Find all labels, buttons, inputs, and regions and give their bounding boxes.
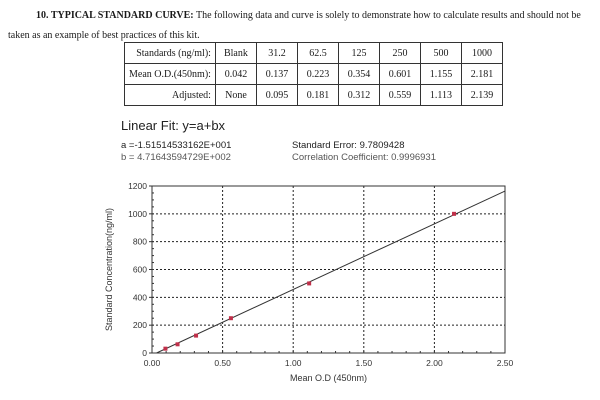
data-point <box>452 211 457 216</box>
section-heading: 10. TYPICAL STANDARD CURVE: The followin… <box>0 6 600 46</box>
chart-grid <box>152 186 505 353</box>
y-tick-label: 600 <box>133 265 147 275</box>
data-points <box>163 211 457 351</box>
fit-correlation: Correlation Coefficient: 0.9996931 <box>292 152 437 163</box>
table-cell: 0.559 <box>378 84 421 106</box>
standards-table: Standards (ng/ml): Blank 31.2 62.5 125 250 500… <box>124 42 503 106</box>
y-tick-label: 200 <box>133 320 147 330</box>
y-tick-label: 1200 <box>128 181 147 191</box>
x-tick-label: 2.00 <box>426 358 443 368</box>
y-tick-label: 400 <box>133 292 147 302</box>
x-tick-label: 2.50 <box>497 358 514 368</box>
x-tick-label: 1.50 <box>356 358 373 368</box>
y-tick-label: 0 <box>142 348 147 358</box>
heading-title: 10. TYPICAL STANDARD CURVE: <box>36 10 194 21</box>
fit-line <box>156 190 506 354</box>
fit-coefficient-b: b = 4.71643594729E+002 <box>121 152 231 163</box>
x-tick-label: 0.00 <box>144 358 161 368</box>
y-tick-label: 1000 <box>128 209 147 219</box>
table-row: Adjusted: None 0.095 0.181 0.312 0.559 1.113 2.… <box>124 84 503 106</box>
fit-coefficient-a: a =-1.51514533162E+001 <box>121 140 232 151</box>
axis-ticks: 0 200 400 600 800 1000 1200 0.00 0.50 1.00 1.50 2.0… <box>128 181 513 368</box>
heading-line-1: 10. TYPICAL STANDARD CURVE: The followin… <box>0 6 600 26</box>
data-point <box>307 281 312 286</box>
x-axis-label: Mean O.D (450nm) <box>290 373 367 383</box>
y-tick-label: 800 <box>133 237 147 247</box>
data-point <box>194 333 199 338</box>
fit-title: Linear Fit: y=a+bx <box>121 118 226 133</box>
fit-standard-error: Standard Error: 9.7809428 <box>292 140 405 151</box>
x-tick-label: 1.00 <box>285 358 302 368</box>
data-point <box>228 316 233 321</box>
table-cell: 2.139 <box>460 84 503 106</box>
heading-text: The following data and curve is solely t… <box>193 10 581 21</box>
heading-line-2: taken as an example of best practices of… <box>8 30 200 41</box>
data-point <box>175 342 180 347</box>
x-tick-label: 0.50 <box>214 358 231 368</box>
y-axis-label: Standard Concentration(ng/ml) <box>104 208 114 331</box>
table-row: Mean O.D.(450nm): 0.042 0.137 0.223 0.354 0.6… <box>124 63 503 85</box>
data-point <box>163 346 168 351</box>
